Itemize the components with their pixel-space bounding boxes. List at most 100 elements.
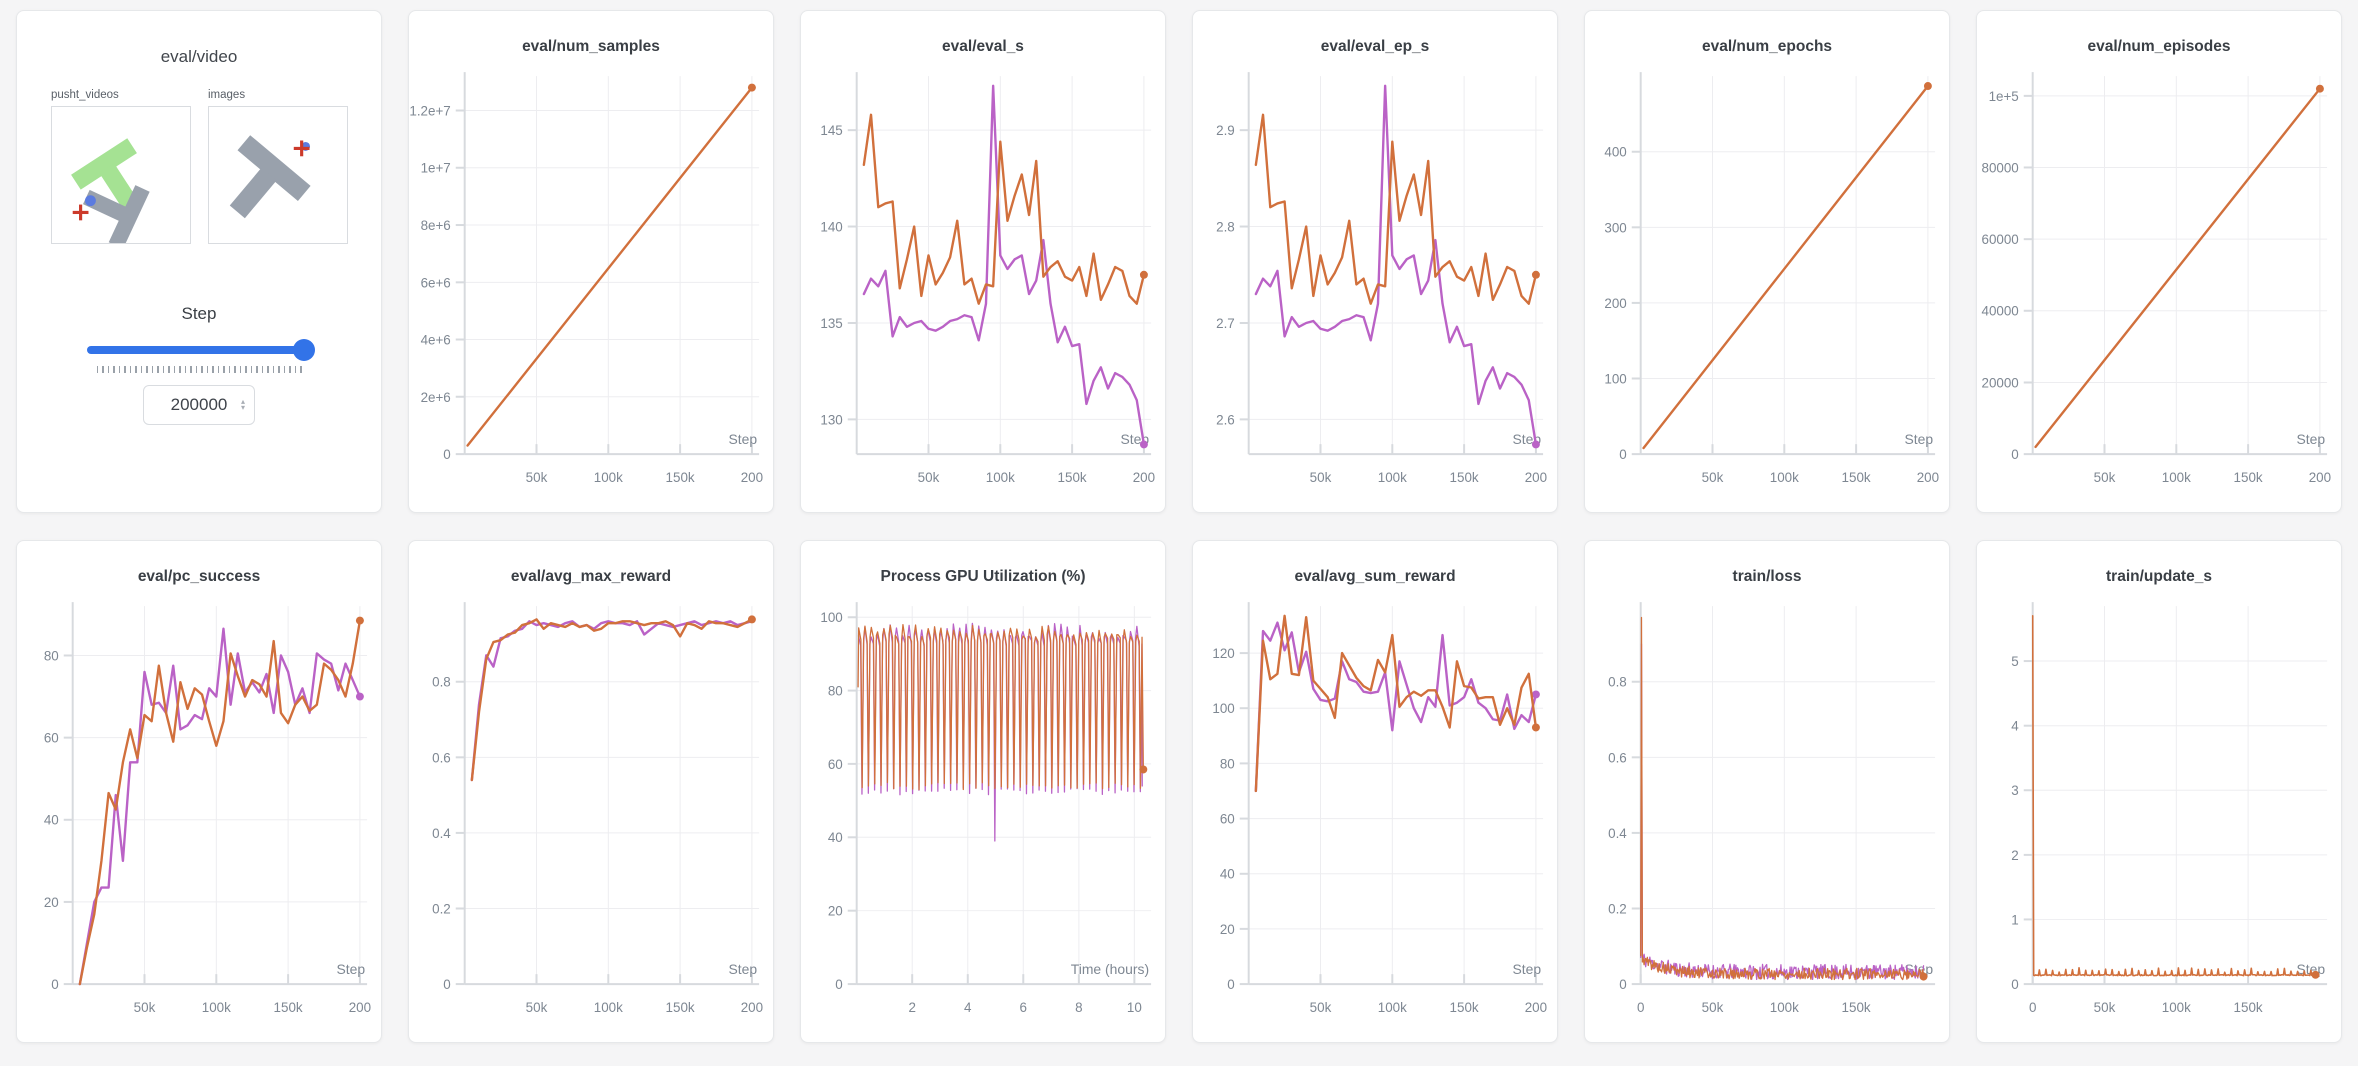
svg-text:4e+6: 4e+6	[421, 332, 451, 347]
panel-eval-avg-max-reward: eval/avg_max_reward 50k 100k 150k 200 0 0.2 0.…	[408, 540, 774, 1043]
panel-eval-num-epochs: eval/num_epochs 50k 100k 150k 200 0 100 200 300…	[1584, 10, 1950, 513]
svg-text:20: 20	[44, 895, 59, 910]
svg-text:100: 100	[1604, 371, 1626, 386]
svg-text:145: 145	[820, 123, 842, 138]
svg-text:150k: 150k	[1450, 1000, 1479, 1015]
svg-text:6e+6: 6e+6	[421, 275, 451, 290]
spinner-down-icon[interactable]: ▾	[240, 403, 245, 412]
panel-eval-eval-ep-s: eval/eval_ep_s 50k 100k 150k 200 2.6 2.7 2.8 2.…	[1192, 10, 1558, 513]
chart-canvas[interactable]: 50k 100k 150k 200 0 20000 40000 60000 80000 1e+5 S…	[1977, 67, 2341, 507]
svg-text:100k: 100k	[1770, 1000, 1799, 1015]
chart-title: eval/avg_max_reward	[510, 568, 672, 585]
chart-canvas[interactable]: 50k 100k 150k 200 0 100 200 300 400 Step	[1585, 67, 1949, 507]
svg-text:Step: Step	[728, 961, 757, 977]
svg-text:0.8: 0.8	[1608, 675, 1627, 690]
chart-title: eval/eval_s	[942, 38, 1024, 55]
svg-text:50k: 50k	[2094, 1000, 2116, 1015]
svg-text:120: 120	[1212, 646, 1234, 661]
svg-text:200: 200	[1525, 1000, 1547, 1015]
svg-text:200: 200	[741, 470, 763, 485]
chart-canvas[interactable]: 0 50k 100k 150k 0 0.2 0.4 0.6 0.8 Step	[1585, 597, 1949, 1037]
svg-text:100k: 100k	[202, 1000, 231, 1015]
svg-text:150k: 150k	[1058, 470, 1087, 485]
svg-text:200: 200	[1133, 470, 1155, 485]
svg-text:Step: Step	[1512, 961, 1541, 977]
svg-text:0.2: 0.2	[432, 901, 451, 916]
step-slider-handle[interactable]	[292, 339, 315, 361]
step-value: 200000	[170, 395, 228, 414]
chart-canvas[interactable]: 2 4 6 8 10 0 20 40 60 80 100 Time (hours)	[801, 597, 1165, 1037]
step-slider[interactable]	[86, 339, 315, 361]
chart-canvas[interactable]: 50k 100k 150k 200 0 2e+6 4e+6 6e+6 8e+6 1e+7 1.2e+…	[409, 67, 773, 507]
svg-text:20: 20	[828, 904, 843, 919]
svg-text:60: 60	[1220, 812, 1235, 827]
svg-text:40: 40	[44, 813, 59, 828]
svg-text:60000: 60000	[1981, 232, 2018, 247]
chart-canvas[interactable]: 50k 100k 150k 200 2.6 2.7 2.8 2.9 Step	[1193, 67, 1557, 507]
svg-text:1e+7: 1e+7	[421, 161, 451, 176]
svg-text:1: 1	[2011, 912, 2018, 927]
svg-text:20000: 20000	[1981, 375, 2018, 390]
svg-text:150k: 150k	[2234, 470, 2263, 485]
target-cross-icon	[293, 140, 310, 157]
panel-title: eval/video	[160, 47, 238, 66]
panel-eval-eval-s: eval/eval_s 50k 100k 150k 200 130 135 140 145 St…	[800, 10, 1166, 513]
svg-text:0.8: 0.8	[432, 675, 451, 690]
svg-text:150k: 150k	[274, 1000, 303, 1015]
chart-canvas[interactable]: 50k 100k 150k 200 0 0.2 0.4 0.6 0.8 Step	[409, 597, 773, 1037]
spinner-up-icon[interactable]: ▴	[240, 397, 245, 406]
panel-eval-num-samples: eval/num_samples 50k 100k 150k 200 0 2e+6 4e+6…	[408, 10, 774, 513]
svg-text:50k: 50k	[2094, 470, 2116, 485]
svg-text:2: 2	[2011, 848, 2018, 863]
svg-text:150k: 150k	[1450, 470, 1479, 485]
svg-text:60: 60	[828, 757, 843, 772]
svg-text:100k: 100k	[1378, 1000, 1407, 1015]
svg-text:300: 300	[1604, 220, 1626, 235]
svg-text:150k: 150k	[1842, 1000, 1871, 1015]
chart-canvas[interactable]: 0 50k 100k 150k 0 1 2 3 4 5 Step	[1977, 597, 2341, 1037]
svg-text:5: 5	[2011, 654, 2018, 669]
panel-eval-num-episodes: eval/num_episodes 50k 100k 150k 200 0 20000 40…	[1976, 10, 2342, 513]
step-slider-ticks	[96, 366, 302, 373]
panel-eval-pc-success: eval/pc_success 50k 100k 150k 200 0 20 40 60 80 S…	[16, 540, 382, 1043]
svg-text:100: 100	[820, 610, 842, 625]
panel-eval-video: eval/video pusht_videos	[16, 10, 382, 513]
svg-text:50k: 50k	[1702, 470, 1724, 485]
svg-text:150k: 150k	[666, 1000, 695, 1015]
svg-text:140: 140	[820, 220, 842, 235]
svg-text:40000: 40000	[1981, 304, 2018, 319]
svg-text:0.6: 0.6	[432, 750, 451, 765]
svg-text:80: 80	[1220, 756, 1235, 771]
svg-text:200: 200	[349, 1000, 371, 1015]
step-slider-track[interactable]	[86, 346, 312, 354]
svg-text:2.6: 2.6	[1216, 412, 1235, 427]
svg-text:Step: Step	[336, 961, 365, 977]
chart-canvas[interactable]: 50k 100k 150k 200 130 135 140 145 Step	[801, 67, 1165, 507]
chart-canvas[interactable]: 50k 100k 150k 200 0 20 40 60 80 100 120 Step	[1193, 597, 1557, 1037]
svg-text:200: 200	[2309, 470, 2331, 485]
svg-text:60: 60	[44, 731, 59, 746]
svg-text:Step: Step	[728, 431, 757, 447]
media-images: images	[208, 89, 348, 244]
svg-text:0: 0	[2011, 977, 2018, 992]
svg-text:2.8: 2.8	[1216, 220, 1235, 235]
chart-title: eval/avg_sum_reward	[1294, 568, 1456, 585]
svg-text:Step: Step	[1904, 431, 1933, 447]
dashboard-grid: eval/video pusht_videos	[16, 10, 2342, 1043]
chart-title: train/update_s	[2106, 568, 2212, 585]
media-pusht-videos: pusht_videos	[51, 89, 191, 249]
media-label: pusht_videos	[51, 89, 119, 101]
images-thumbnail[interactable]	[208, 106, 348, 244]
svg-text:100k: 100k	[1770, 470, 1799, 485]
chart-title: Process GPU Utilization (%)	[880, 568, 1086, 585]
svg-text:0: 0	[1619, 447, 1626, 462]
chart-title: eval/eval_ep_s	[1320, 38, 1430, 55]
step-value-input[interactable]: 200000 ▴ ▾	[143, 385, 255, 425]
svg-text:135: 135	[820, 316, 842, 331]
svg-text:100k: 100k	[2162, 1000, 2191, 1015]
svg-text:4: 4	[964, 1000, 972, 1015]
pusht-video-thumbnail[interactable]	[51, 106, 191, 249]
svg-text:100: 100	[1212, 701, 1234, 716]
svg-text:200: 200	[1917, 470, 1939, 485]
chart-canvas[interactable]: 50k 100k 150k 200 0 20 40 60 80 Step	[17, 597, 381, 1037]
